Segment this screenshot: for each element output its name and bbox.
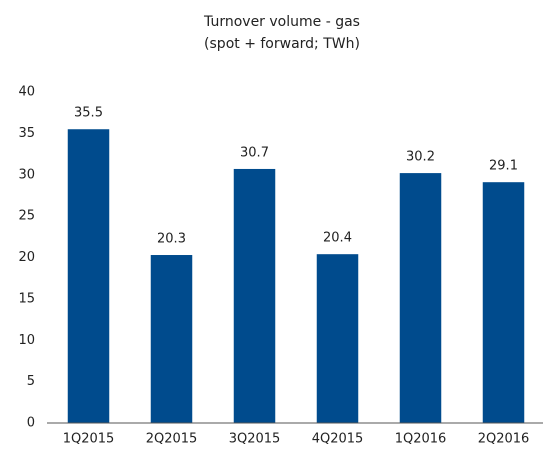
x-tick-label: 2Q2016 xyxy=(478,432,530,447)
x-tick-label: 2Q2015 xyxy=(146,432,198,447)
bar xyxy=(67,129,110,424)
chart-subtitle: (spot + forward; TWh) xyxy=(204,36,360,52)
data-label: 30.2 xyxy=(406,150,435,165)
y-tick-label: 30 xyxy=(18,167,35,182)
y-tick-label: 40 xyxy=(18,85,35,100)
y-tick-label: 20 xyxy=(18,250,35,265)
chart-title: Turnover volume - gas xyxy=(203,14,360,30)
bar xyxy=(233,168,276,423)
data-label: 29.1 xyxy=(489,159,518,174)
x-tick-label: 4Q2015 xyxy=(312,432,364,447)
bar xyxy=(482,182,525,423)
data-label: 35.5 xyxy=(74,106,103,121)
y-tick-label: 35 xyxy=(18,126,35,141)
bar xyxy=(150,255,193,423)
data-label: 20.3 xyxy=(157,232,186,247)
bar xyxy=(316,254,359,423)
data-label: 30.7 xyxy=(240,145,269,160)
y-tick-label: 25 xyxy=(18,209,35,224)
y-tick-label: 5 xyxy=(27,374,35,389)
y-tick-label: 10 xyxy=(18,333,35,348)
x-tick-label: 1Q2016 xyxy=(395,432,447,447)
bar xyxy=(399,173,442,423)
y-tick-label: 0 xyxy=(27,416,35,431)
data-label: 20.4 xyxy=(323,231,352,246)
x-tick-label: 1Q2015 xyxy=(63,432,115,447)
x-tick-label: 3Q2015 xyxy=(229,432,281,447)
y-tick-label: 15 xyxy=(18,291,35,306)
